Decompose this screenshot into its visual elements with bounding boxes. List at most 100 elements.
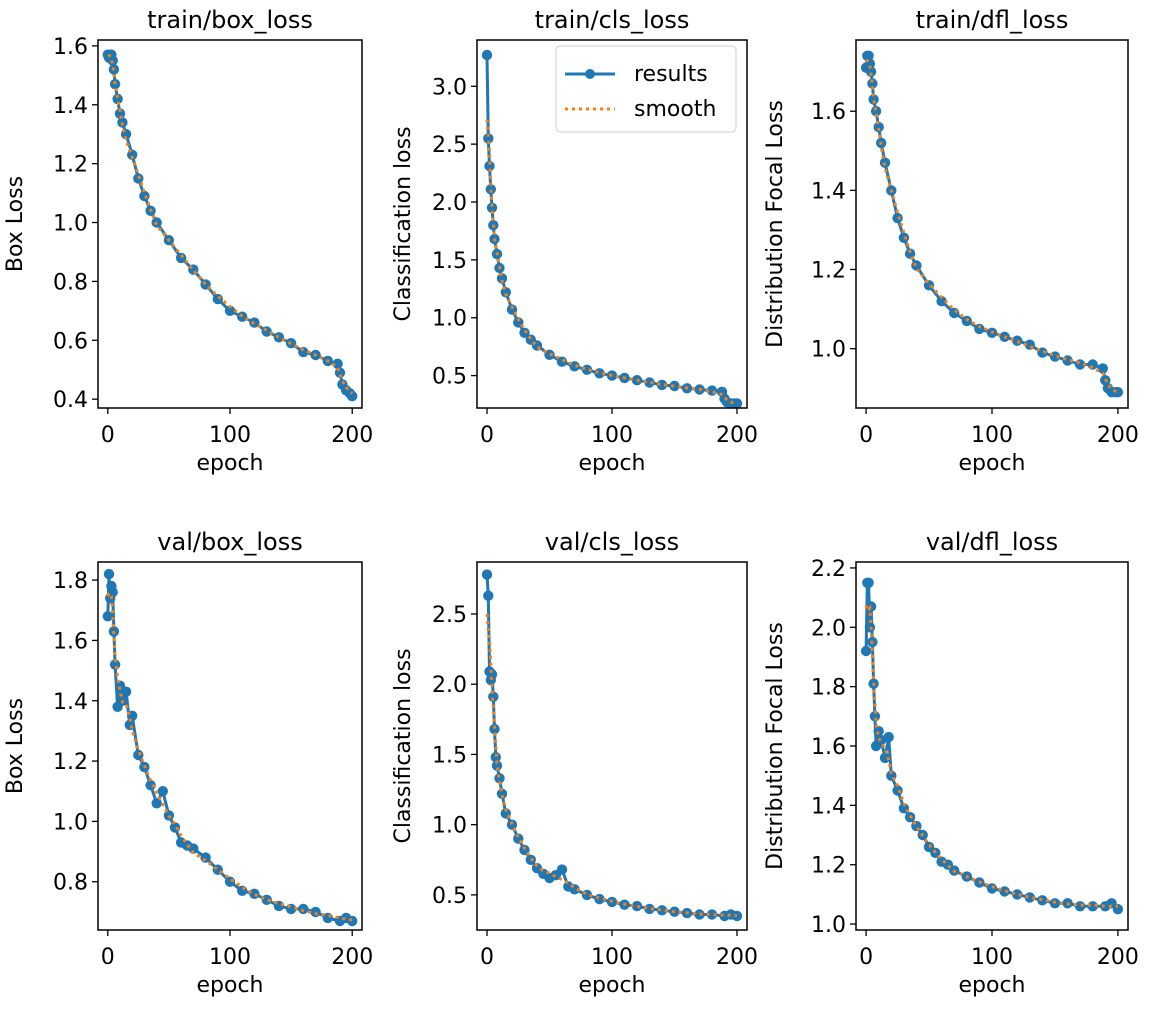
y-tick-label: 1.2 — [53, 750, 88, 775]
smooth-line — [864, 604, 1118, 908]
chart-val-dfl-loss: val/dfl_loss 0 100 200 1.0 1.2 1.4 1.6 1.8 2.0 2.2… — [763, 528, 1139, 998]
results-point — [860, 645, 872, 657]
results-point — [873, 726, 884, 737]
x-axis-label: epoch — [959, 973, 1026, 998]
y-tick-label: 0.5 — [432, 365, 467, 390]
results-point — [133, 749, 144, 761]
x-tick-label: 0 — [859, 423, 873, 448]
results-point — [644, 377, 655, 388]
y-tick-label: 0.8 — [53, 270, 88, 295]
smooth-line — [107, 53, 354, 395]
legend-results-marker — [585, 69, 595, 79]
chart-title: val/cls_loss — [545, 528, 679, 556]
y-tick-label: 1.8 — [811, 676, 846, 701]
results-point — [484, 160, 495, 172]
results-point — [506, 819, 518, 830]
results-point — [986, 883, 998, 894]
results-point — [486, 202, 498, 213]
x-tick-label: 200 — [331, 945, 373, 970]
results-point — [892, 785, 903, 796]
results-point — [145, 780, 156, 791]
results-point — [1097, 363, 1109, 374]
results-point — [188, 843, 199, 854]
smooth-line — [106, 591, 353, 922]
results-point — [157, 786, 168, 797]
results-point — [261, 326, 272, 337]
results-point — [485, 184, 496, 195]
results-point — [1012, 335, 1023, 346]
results-point — [249, 888, 260, 899]
y-tick-label: 1.4 — [53, 690, 88, 715]
results-point — [188, 264, 199, 275]
results-point — [139, 190, 150, 202]
results-point — [489, 723, 500, 735]
results-point — [1112, 904, 1124, 915]
results-point — [879, 752, 891, 764]
results-point — [490, 752, 501, 763]
results-point — [569, 361, 580, 372]
x-tick-label: 200 — [716, 423, 758, 448]
legend-smooth-label: smooth — [634, 97, 716, 122]
results-point — [488, 691, 499, 702]
results-point — [883, 731, 894, 743]
results-point — [347, 391, 358, 402]
results-point — [731, 398, 743, 409]
results-point — [865, 66, 877, 77]
results-point — [863, 577, 874, 588]
x-tick-label: 200 — [1097, 945, 1139, 970]
axes-frame — [855, 561, 1129, 931]
axes-frame — [97, 39, 363, 409]
chart-title: train/box_loss — [147, 6, 313, 34]
results-point — [237, 885, 248, 896]
results-point — [656, 379, 668, 391]
results-point — [491, 760, 503, 771]
y-tick-label: 1.0 — [811, 338, 846, 363]
y-axis-label: Classification loss — [391, 648, 416, 843]
y-tick-label: 2.2 — [811, 557, 846, 582]
x-tick-label: 0 — [859, 945, 873, 970]
results-point — [109, 79, 121, 90]
results-point — [481, 49, 493, 61]
results-point — [1087, 359, 1098, 370]
results-point — [870, 106, 882, 117]
legend: results smooth — [555, 45, 737, 133]
y-axis-label: Classification loss — [391, 126, 416, 321]
results-point — [224, 876, 236, 887]
x-tick-label: 100 — [209, 945, 251, 970]
results-point — [911, 260, 922, 271]
results-point — [1037, 895, 1048, 906]
results-point — [112, 93, 123, 105]
results-point — [237, 311, 248, 322]
results-point — [163, 810, 175, 821]
axes-frame — [476, 39, 748, 409]
chart-train-cls-loss: train/cls_loss 0 100 200 0.5 1.0 1.5 2.0 2.5 3.0 e… — [391, 6, 758, 476]
y-tick-label: 1.6 — [811, 735, 846, 760]
results-point — [120, 686, 132, 697]
results-point — [1037, 347, 1048, 358]
chart-val-box-loss: val/box_loss 0 100 200 0.8 1.0 1.2 1.4 1.6 1.8 epo… — [3, 528, 373, 998]
results-point — [731, 910, 743, 922]
y-tick-label: 1.0 — [811, 913, 846, 938]
results-point — [347, 915, 358, 927]
y-tick-label: 1.8 — [53, 569, 88, 594]
results-point — [103, 568, 115, 580]
results-point — [868, 94, 879, 105]
y-tick-label: 1.2 — [811, 854, 846, 879]
results-point — [863, 50, 874, 61]
y-tick-label: 0.6 — [53, 329, 88, 354]
results-point — [273, 332, 285, 343]
x-tick-label: 0 — [480, 423, 494, 448]
results-point — [519, 327, 530, 338]
chart-title: train/dfl_loss — [916, 6, 1069, 34]
results-point — [556, 356, 568, 367]
y-tick-label: 1.0 — [53, 212, 88, 237]
results-point — [496, 788, 508, 799]
results-point — [486, 669, 498, 680]
y-tick-label: 0.5 — [432, 884, 467, 909]
y-tick-label: 1.5 — [432, 743, 467, 768]
results-point — [483, 590, 494, 601]
y-tick-label: 3.0 — [432, 75, 467, 100]
results-point — [706, 909, 718, 920]
y-tick-label: 1.5 — [432, 249, 467, 274]
